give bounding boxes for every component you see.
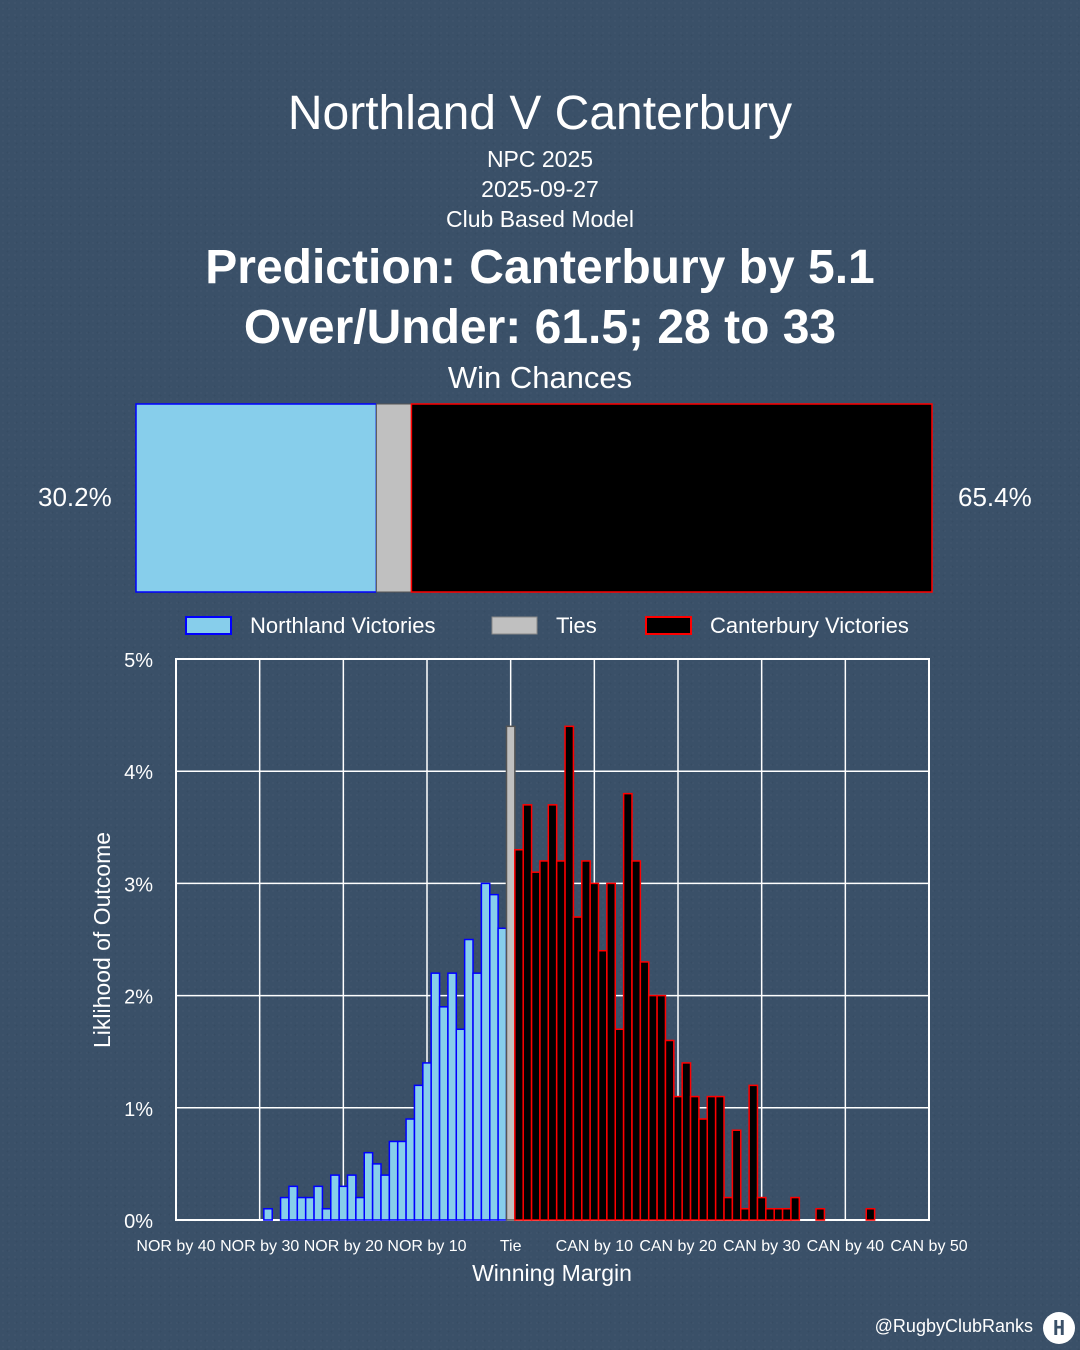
histogram-bar xyxy=(447,972,458,1221)
histogram-bar xyxy=(815,1208,826,1221)
histogram-bar xyxy=(731,1129,742,1221)
histogram-bar xyxy=(388,1140,399,1221)
histogram-bar xyxy=(489,893,499,1221)
histogram-bar xyxy=(279,1196,290,1221)
x-tick-label: NOR by 40 xyxy=(136,1238,215,1255)
over-under-text: Over/Under: 61.5; 28 to 33 xyxy=(243,301,837,354)
histogram-bar xyxy=(530,871,541,1221)
histogram-bar xyxy=(514,848,524,1221)
x-tick-label: Tie xyxy=(500,1238,522,1255)
histogram-bar xyxy=(539,860,550,1221)
histogram-bar xyxy=(781,1208,792,1221)
histogram-bar xyxy=(689,1095,700,1221)
canterbury-win-pct: 65.4% xyxy=(958,482,1032,512)
histogram-bar xyxy=(597,949,608,1221)
y-tick-label: 2% xyxy=(124,987,153,1009)
histogram-bar xyxy=(723,1196,734,1221)
histogram-bar xyxy=(865,1208,876,1221)
histogram-bar xyxy=(581,860,591,1221)
y-tick-label: 1% xyxy=(124,1099,153,1121)
histogram-bar xyxy=(748,1084,759,1221)
histogram-bar xyxy=(647,994,658,1221)
histogram-bar xyxy=(706,1095,717,1221)
histogram-bar xyxy=(422,1062,432,1221)
histogram-bar xyxy=(631,860,642,1221)
y-tick-label: 3% xyxy=(124,874,153,896)
y-tick-label: 0% xyxy=(124,1211,153,1233)
match-date: 2025-09-27 xyxy=(481,176,599,202)
histogram-bar xyxy=(572,916,583,1221)
histogram-bar xyxy=(330,1174,340,1221)
logo-icon: H xyxy=(1043,1312,1075,1344)
histogram-bar xyxy=(263,1208,273,1221)
histogram-bar xyxy=(497,927,508,1221)
histogram-bar xyxy=(405,1118,416,1221)
x-axis-label: Winning Margin xyxy=(472,1260,632,1286)
histogram-bar xyxy=(304,1196,315,1221)
histogram-bar xyxy=(639,961,650,1221)
histogram-bar xyxy=(371,1163,382,1221)
x-tick-label: CAN by 20 xyxy=(639,1238,716,1255)
histogram-bar xyxy=(380,1174,391,1221)
histogram-bar xyxy=(589,882,600,1221)
histogram-bar xyxy=(547,804,558,1221)
histogram-bar xyxy=(505,725,516,1221)
x-tick-label: CAN by 50 xyxy=(890,1238,967,1255)
credit-handle: @RugbyClubRanks xyxy=(874,1316,1033,1336)
histogram-bar xyxy=(606,882,617,1221)
win-chances-title: Win Chances xyxy=(447,360,633,395)
model-label: Club Based Model xyxy=(446,206,634,232)
histogram-bar xyxy=(296,1196,307,1221)
prediction-text: Prediction: Canterbury by 5.1 xyxy=(205,241,875,294)
histogram-bar xyxy=(698,1118,709,1221)
competition-label: NPC 2025 xyxy=(486,146,594,172)
histogram-bar xyxy=(714,1095,725,1221)
histogram-bar xyxy=(614,1028,625,1221)
histogram-bar xyxy=(765,1208,775,1221)
histogram-bar xyxy=(355,1196,365,1221)
histogram-bar xyxy=(321,1208,332,1221)
y-tick-label: 5% xyxy=(124,650,153,672)
histogram-bar xyxy=(790,1196,801,1221)
histogram-bar xyxy=(555,860,566,1221)
histogram-bar xyxy=(656,994,667,1221)
histogram-bar xyxy=(522,804,533,1221)
histogram-bar xyxy=(756,1196,767,1221)
x-tick-label: NOR by 20 xyxy=(304,1238,383,1255)
x-tick-label: CAN by 30 xyxy=(723,1238,800,1255)
northland-win-pct: 30.2% xyxy=(38,482,112,512)
histogram-bar xyxy=(622,792,633,1221)
histogram-bar xyxy=(338,1185,349,1221)
histogram-bar xyxy=(664,1039,675,1221)
histogram-bar xyxy=(288,1185,299,1221)
y-axis-label: Liklihood of Outcome xyxy=(89,832,115,1048)
x-tick-label: CAN by 10 xyxy=(556,1238,633,1255)
histogram-bar xyxy=(346,1174,357,1221)
histogram-bar xyxy=(472,972,483,1221)
histogram-bar xyxy=(430,972,441,1221)
histogram-bar xyxy=(413,1084,424,1221)
histogram-bar xyxy=(463,938,474,1221)
histogram-bar xyxy=(396,1140,407,1221)
x-tick-label: NOR by 10 xyxy=(387,1238,466,1255)
histogram-bar xyxy=(313,1185,324,1221)
histogram-bar xyxy=(773,1208,784,1221)
y-tick-label: 4% xyxy=(124,762,153,784)
histogram-bar xyxy=(363,1151,374,1221)
histogram-bar xyxy=(740,1208,750,1221)
x-tick-label: NOR by 30 xyxy=(220,1238,299,1255)
histogram-bar xyxy=(480,882,491,1221)
histogram-bar xyxy=(673,1095,683,1221)
chart-title: Northland V Canterbury xyxy=(287,87,793,140)
histogram-bar xyxy=(564,725,575,1221)
histogram-bar xyxy=(438,1006,449,1221)
histogram-bar xyxy=(681,1062,692,1221)
x-tick-label: CAN by 40 xyxy=(807,1238,884,1255)
histogram-bar xyxy=(455,1028,466,1221)
